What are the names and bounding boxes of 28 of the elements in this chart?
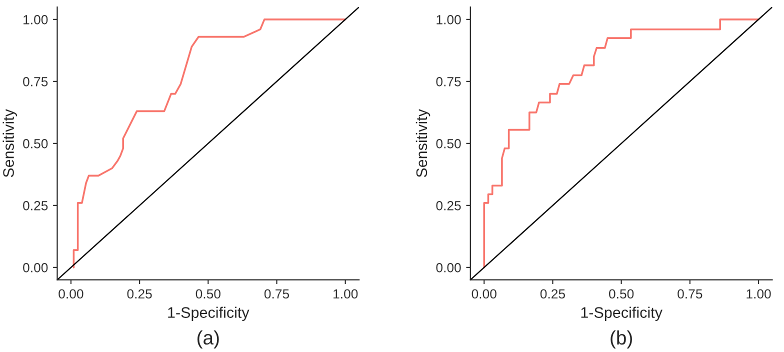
- x-tick-label: 0.25: [540, 289, 566, 299]
- y-tick-label: 0.75: [436, 77, 461, 86]
- x-axis-title: 1-Specificity: [168, 306, 250, 321]
- x-tick-label: 0.00: [472, 289, 496, 299]
- text: (b): [610, 330, 632, 348]
- x-tick-label: 1.00: [334, 289, 358, 299]
- x-tick-label: 0.25: [127, 289, 152, 299]
- y-tick-label: 0.50: [436, 139, 461, 148]
- x-tick-label: 0.50: [196, 289, 220, 299]
- x-tick-label: 0.75: [264, 289, 290, 299]
- x-tick-label: 0.00: [58, 289, 84, 299]
- line-series: [72, 18, 346, 268]
- y-tick-label: 1.00: [24, 15, 48, 24]
- y-axis-title: Sensitivity: [416, 109, 430, 178]
- y-tick-label: 0.25: [23, 201, 48, 210]
- x-tick-label: 1.00: [746, 289, 771, 299]
- x-tick-label: 0.50: [608, 289, 634, 299]
- x-axis-title: 1-Specificity: [581, 306, 662, 321]
- y-tick-label: 0.75: [23, 77, 48, 86]
- x-tick-label: 0.75: [678, 289, 702, 299]
- y-tick-label: 0.00: [436, 263, 461, 272]
- line-series: [483, 18, 760, 268]
- y-tick-label: 0.00: [23, 263, 48, 272]
- y-tick-label: 0.50: [23, 139, 48, 148]
- y-tick-label: 1.00: [436, 15, 461, 24]
- text: (a): [197, 330, 219, 348]
- y-tick-label: 0.25: [436, 201, 461, 210]
- y-axis-title: Sensitivity: [2, 109, 17, 178]
